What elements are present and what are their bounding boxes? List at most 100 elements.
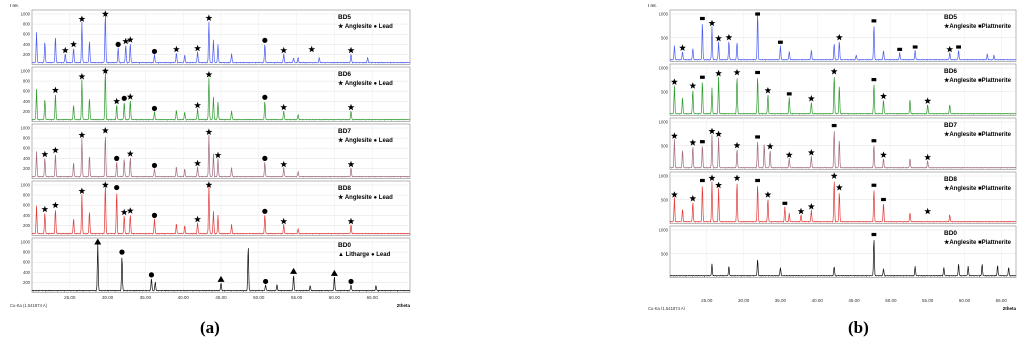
y-tick-label: 500 <box>661 197 669 202</box>
plattnerite-marker <box>871 139 877 143</box>
y-tick-label: 400 <box>23 156 31 161</box>
plattnerite-marker <box>755 178 761 183</box>
plattnerite-marker <box>831 123 837 128</box>
series-legend: ★Anglesite ■Plattnerite <box>944 77 1012 84</box>
plattnerite-marker <box>782 201 788 205</box>
x-tick-label: 55.00 <box>291 295 303 300</box>
anglesite-marker <box>113 97 121 105</box>
anglesite-marker <box>347 160 355 168</box>
x-tick-label: 40.00 <box>178 295 190 300</box>
anglesite-marker <box>78 187 86 194</box>
y-tick-label: 800 <box>23 193 31 198</box>
anglesite-marker <box>122 37 130 45</box>
anglesite-marker <box>924 207 932 215</box>
plattnerite-marker <box>871 78 877 82</box>
pattern-line-bd7 <box>31 134 411 178</box>
panel-bd6: 1000 500 BD6 ★Anglesite ■Plattnerite <box>659 63 1017 116</box>
anglesite-marker <box>715 69 722 77</box>
anglesite-marker <box>347 217 355 225</box>
y-unit-label: I rel. <box>648 4 657 8</box>
anglesite-marker <box>924 153 932 161</box>
anglesite-marker <box>101 67 109 74</box>
anglesite-marker <box>126 93 134 100</box>
anglesite-marker <box>78 73 86 80</box>
anglesite-marker <box>715 34 722 42</box>
anglesite-marker <box>807 95 815 102</box>
y-tick-label: 1000 <box>659 228 669 233</box>
lead-marker <box>121 95 127 101</box>
anglesite-marker <box>194 101 201 109</box>
anglesite-marker <box>689 139 697 146</box>
y-tick-label: 200 <box>23 52 31 57</box>
anglesite-marker <box>766 142 774 150</box>
anglesite-marker <box>807 203 815 210</box>
series-legend: ★ Anglesite ● Lead <box>338 194 393 201</box>
series-legend: ★ Anglesite ● Lead <box>338 137 393 144</box>
anglesite-marker <box>280 160 288 168</box>
series-name: BD5 <box>338 14 351 21</box>
lead-marker <box>148 272 155 278</box>
anglesite-marker <box>715 130 722 137</box>
anglesite-marker <box>194 159 201 167</box>
anglesite-marker <box>835 184 843 191</box>
anglesite-marker <box>347 46 355 54</box>
anglesite-marker <box>708 174 716 181</box>
x-tick-label: 50.00 <box>253 295 265 300</box>
series-name: BD7 <box>338 128 351 135</box>
lead-marker <box>262 37 268 43</box>
lead-marker <box>262 94 268 100</box>
anglesite-marker <box>830 68 838 75</box>
y-tick-label: 1000 <box>659 174 669 179</box>
lead-marker <box>119 249 125 255</box>
y-tick-label: 1000 <box>21 126 31 131</box>
series-name: BD0 <box>944 230 957 237</box>
y-tick-label: 500 <box>661 143 669 148</box>
x-tick-label: 55.00 <box>922 298 934 303</box>
x-tick-label: 25.00 <box>701 298 713 303</box>
panel-frame <box>669 9 1017 62</box>
panel-frame <box>669 171 1017 224</box>
anglesite-marker <box>194 215 201 223</box>
pattern-line-bd7 <box>669 131 1017 169</box>
series-name: BD8 <box>338 185 351 192</box>
anglesite-marker <box>78 131 86 138</box>
anglesite-marker <box>52 86 59 94</box>
wavelength-label: Cu-Ka (1.541874 A) <box>10 303 48 308</box>
lead-marker <box>114 155 120 161</box>
series-name: BD8 <box>944 176 957 183</box>
anglesite-marker <box>708 127 716 135</box>
anglesite-marker <box>733 141 741 149</box>
anglesite-marker <box>807 149 815 156</box>
series-legend: ★Anglesite ■Plattnerite <box>944 239 1012 246</box>
series-legend: ▲ Litharge ● Lead <box>338 252 391 258</box>
plattnerite-marker <box>871 19 877 23</box>
anglesite-marker <box>733 174 741 181</box>
x-tick-label: 30.00 <box>102 295 114 300</box>
y-tick-label: 400 <box>23 270 31 275</box>
pattern-line-bd8 <box>669 181 1016 223</box>
anglesite-marker <box>52 146 59 154</box>
anglesite-marker <box>280 217 288 225</box>
plattnerite-marker <box>699 75 705 79</box>
anglesite-marker <box>205 128 213 135</box>
x-tick-label: 30.00 <box>738 298 750 303</box>
panel-frame <box>669 117 1017 170</box>
y-tick-label: 1000 <box>659 66 669 71</box>
x-tick-label: 65.00 <box>996 298 1008 303</box>
plattnerite-marker <box>786 92 792 96</box>
y-tick-label: 1000 <box>21 69 31 74</box>
anglesite-marker <box>280 103 288 111</box>
litharge-marker <box>94 238 102 245</box>
plattnerite-marker <box>881 197 886 202</box>
y-tick-label: 200 <box>23 223 31 228</box>
panel-bd5: 1000 800 600 400 200 BD5 ★ Anglesite ● Lead <box>21 9 411 65</box>
y-tick-label: 400 <box>23 42 31 47</box>
anglesite-marker <box>78 15 86 22</box>
anglesite-marker <box>101 10 109 17</box>
series-legend: ★Anglesite ■Plattnerite <box>944 185 1012 192</box>
y-tick-label: 500 <box>661 35 669 40</box>
anglesite-marker <box>671 191 678 198</box>
y-unit-label: I rel. <box>10 4 19 8</box>
lead-marker <box>151 48 158 55</box>
y-tick-label: 1000 <box>659 12 669 17</box>
